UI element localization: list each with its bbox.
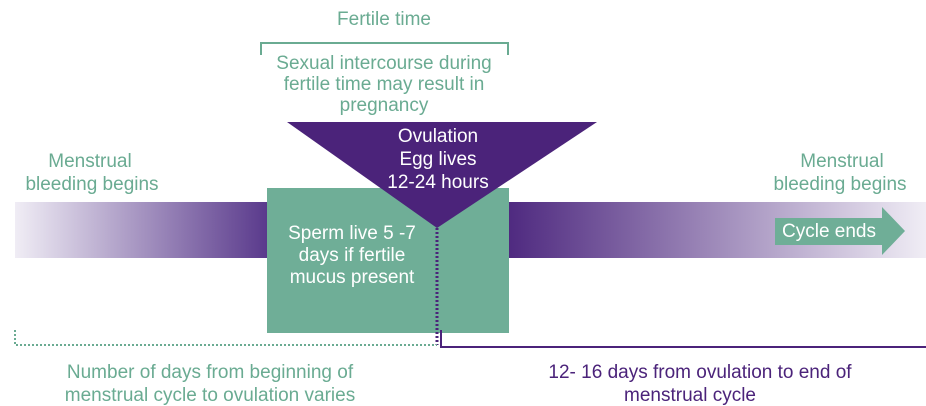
note: Sexual intercourse during: [276, 53, 491, 74]
menstrual-label: Menstrual: [48, 151, 131, 172]
band-left: [15, 202, 267, 258]
before-label: menstrual cycle to ovulation varies: [65, 385, 355, 406]
cycle-ends: Cycle ends: [782, 221, 876, 242]
note: pregnancy: [340, 95, 429, 116]
sperm-box: [267, 188, 509, 333]
before-label: Number of days from beginning of: [67, 362, 354, 383]
ovulation-label: Ovulation: [398, 126, 478, 147]
sperm-label: Sperm live 5 -7: [288, 223, 416, 244]
fertile-bracket: [260, 42, 509, 55]
cycle-arrow: [775, 207, 905, 255]
menstrual-label: Menstrual: [800, 151, 883, 172]
after-label: 12- 16 days from ovulation to end of: [548, 362, 852, 383]
after-bracket: [440, 330, 926, 348]
sperm-label: mucus present: [290, 267, 415, 288]
fertile-title: Fertile time: [337, 9, 431, 30]
menstrual-label: bleeding begins: [25, 174, 158, 195]
ovulation-label: 12-24 hours: [387, 172, 488, 193]
menstrual-label: bleeding begins: [773, 174, 906, 195]
ovulation-triangle: [287, 122, 597, 228]
after-label: menstrual cycle: [624, 385, 756, 406]
before-bracket: [14, 330, 437, 346]
note: fertile time may result in: [284, 74, 485, 95]
ovulation-label: Egg lives: [399, 149, 476, 170]
sperm-label: days if fertile: [299, 245, 406, 266]
